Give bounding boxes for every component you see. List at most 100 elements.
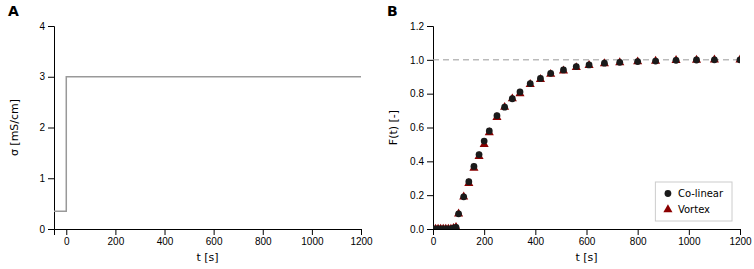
point: [537, 75, 544, 82]
y-axis: 01234: [39, 21, 54, 235]
point: [508, 93, 517, 101]
x-tick: 200: [108, 229, 125, 247]
y-tick-label: 2: [39, 122, 45, 133]
legend-symbol: [663, 204, 672, 212]
y-tick: 0.6: [410, 122, 433, 133]
y-tick-mark: [427, 229, 433, 230]
y-tick-mark: [48, 128, 54, 129]
y-tick-label: 1: [39, 173, 45, 184]
y-tick-mark: [48, 178, 54, 179]
point: [515, 88, 524, 96]
x-tick-mark: [638, 229, 639, 235]
legend-item: Vortex: [663, 204, 710, 215]
x-tick-mark: [66, 229, 67, 235]
chart: 02004006008001000120001234t [s]σ [mS/cm]…: [0, 0, 754, 269]
point: [615, 57, 624, 65]
y-tick-label: 1.0: [410, 55, 424, 66]
point: [737, 56, 740, 63]
y-axis-line: [427, 27, 434, 230]
y-tick: 2: [39, 122, 54, 133]
point: [517, 89, 524, 96]
y-tick-label: 0.8: [410, 88, 424, 99]
point: [471, 163, 478, 170]
x-tick: 0: [431, 229, 437, 247]
x-tick: 400: [527, 229, 544, 247]
x-tick: 800: [630, 229, 647, 247]
x-tick-mark: [263, 229, 264, 235]
point: [500, 102, 509, 110]
legend-label: Vortex: [678, 204, 710, 215]
y-axis-title: σ [mS/cm]: [8, 99, 21, 156]
x-axis: 0 200 400 600 800 1000 1200: [431, 229, 752, 247]
point: [492, 112, 501, 120]
point: [454, 209, 463, 217]
y-tick-label: 0.2: [410, 190, 424, 201]
point: [481, 138, 488, 145]
panel: 02004006008001000120001234t [s]σ [mS/cm]…: [8, 3, 373, 264]
y-tick-label: 3: [39, 71, 45, 82]
point: [546, 69, 555, 77]
panel-title: B: [387, 3, 398, 19]
y-tick: 1.0: [410, 55, 433, 66]
x-tick-mark: [361, 229, 362, 235]
point: [572, 62, 581, 70]
y-tick: 0.8: [410, 88, 433, 99]
y-tick-mark: [427, 26, 433, 27]
x-tick-mark: [535, 229, 536, 235]
x-tick-label: 600: [206, 236, 223, 247]
point: [453, 224, 460, 229]
x-tick-mark: [165, 229, 166, 235]
point: [476, 151, 483, 158]
x-axis-line: [55, 230, 362, 236]
panel-title: A: [8, 3, 19, 19]
point: [526, 79, 535, 87]
legend: Co-linearVortex: [655, 182, 732, 221]
point: [485, 127, 494, 135]
x-axis-line: [434, 230, 741, 236]
point: [509, 95, 516, 102]
plot-area: [433, 55, 740, 229]
y-tick-label: 0.4: [410, 156, 424, 167]
point: [673, 57, 680, 64]
point: [455, 210, 462, 217]
x-tick-label: 600: [579, 236, 596, 247]
point: [501, 104, 508, 111]
y-tick: 1.2: [410, 21, 433, 32]
point: [633, 56, 642, 64]
x-axis-title: t [s]: [196, 251, 218, 264]
x-tick-label: 1200: [729, 236, 752, 247]
x-tick-mark: [484, 229, 485, 235]
x-tick-mark: [740, 229, 741, 235]
x-axis: 020040060080010001200: [55, 229, 374, 247]
x-tick: 600: [206, 229, 223, 247]
point: [559, 66, 568, 74]
x-tick: 0: [64, 229, 70, 247]
point: [536, 74, 545, 82]
x-tick-mark: [587, 229, 588, 235]
x-tick-mark: [115, 229, 116, 235]
point: [601, 60, 608, 67]
point: [547, 70, 554, 77]
y-tick-mark: [48, 77, 54, 78]
y-tick: 0: [39, 224, 54, 235]
legend-symbol: [665, 190, 672, 197]
x-tick-label: 1000: [678, 236, 701, 247]
y-tick-mark: [48, 229, 54, 230]
x-tick-mark: [214, 229, 215, 235]
x-tick: 1200: [350, 229, 373, 247]
y-tick-label: 0.6: [410, 122, 424, 133]
point: [735, 55, 740, 63]
point: [527, 80, 534, 87]
point: [586, 62, 593, 69]
x-axis-title: t [s]: [575, 251, 597, 264]
x-tick: 800: [255, 229, 272, 247]
y-axis-line: [48, 27, 55, 230]
y-tick: 0.4: [410, 156, 433, 167]
point: [710, 55, 719, 63]
point: [573, 63, 580, 70]
x-tick-label: 200: [476, 236, 493, 247]
point: [692, 55, 701, 63]
point: [652, 58, 659, 65]
line: [54, 77, 361, 211]
x-tick-label: 0: [431, 236, 437, 247]
